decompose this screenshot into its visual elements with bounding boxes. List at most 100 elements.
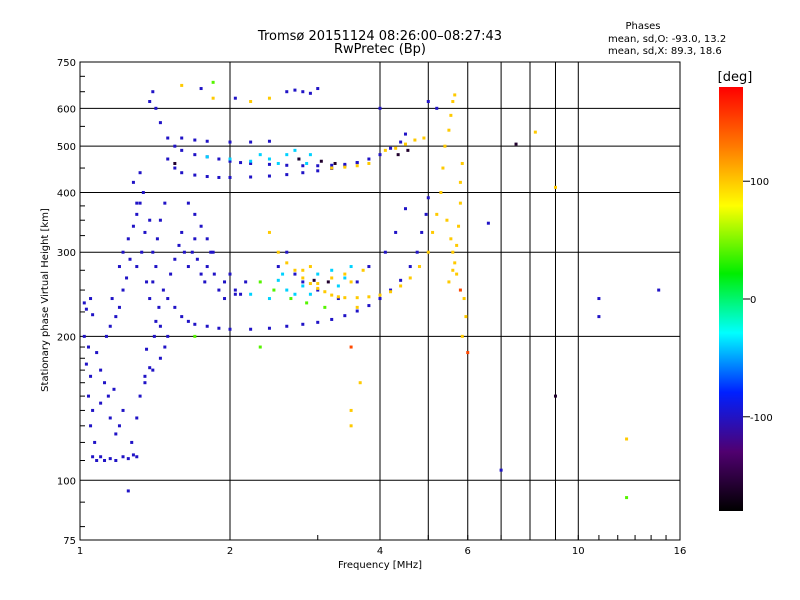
data-point bbox=[462, 297, 466, 301]
data-point bbox=[657, 288, 661, 292]
data-point bbox=[104, 334, 108, 338]
data-point bbox=[301, 90, 305, 94]
data-point bbox=[316, 169, 320, 173]
phase-stats-o: mean, sd,O: -93.0, 13.2 bbox=[608, 34, 726, 45]
data-point bbox=[272, 288, 276, 292]
data-point bbox=[293, 88, 297, 92]
data-point bbox=[82, 301, 86, 305]
y-tick-label: 500 bbox=[57, 142, 76, 153]
data-point bbox=[458, 201, 462, 205]
data-point bbox=[126, 457, 130, 461]
data-point bbox=[130, 440, 134, 444]
data-point bbox=[180, 136, 184, 140]
data-point bbox=[276, 278, 280, 282]
colorbar-tick-label: 0 bbox=[750, 295, 756, 306]
colorbar-label: [deg] bbox=[718, 70, 753, 85]
data-point bbox=[223, 297, 227, 301]
data-point bbox=[435, 106, 439, 110]
data-point bbox=[166, 334, 170, 338]
x-axis-label: Frequency [MHz] bbox=[338, 560, 422, 571]
data-point bbox=[212, 272, 216, 276]
colorbar: [deg] 100 0 -100 bbox=[718, 70, 773, 511]
data-point bbox=[239, 292, 243, 296]
data-point bbox=[193, 153, 197, 157]
data-point bbox=[228, 159, 232, 163]
data-point bbox=[389, 288, 393, 292]
data-point bbox=[217, 326, 221, 330]
data-point bbox=[131, 224, 135, 228]
data-point bbox=[154, 106, 158, 110]
data-point bbox=[258, 345, 262, 349]
data-point bbox=[135, 212, 139, 216]
data-point bbox=[378, 153, 382, 157]
data-point bbox=[293, 268, 297, 272]
data-point bbox=[426, 100, 430, 104]
data-point bbox=[431, 230, 435, 234]
data-point bbox=[453, 93, 457, 97]
data-point bbox=[249, 292, 253, 296]
data-point bbox=[399, 278, 403, 282]
data-point bbox=[451, 268, 455, 272]
data-point bbox=[228, 140, 232, 144]
data-point bbox=[211, 96, 215, 100]
data-point bbox=[106, 394, 110, 398]
data-point bbox=[378, 293, 382, 297]
data-point bbox=[466, 351, 470, 355]
data-point bbox=[108, 457, 112, 461]
data-point bbox=[190, 250, 194, 254]
data-point bbox=[336, 295, 340, 299]
data-point bbox=[205, 139, 209, 143]
data-point bbox=[199, 272, 203, 276]
data-point bbox=[326, 280, 330, 284]
data-point bbox=[193, 334, 197, 338]
data-point bbox=[426, 196, 430, 200]
data-point bbox=[86, 394, 90, 398]
phase-stats-heading: Phases bbox=[625, 21, 660, 32]
data-point bbox=[108, 416, 112, 420]
data-point bbox=[330, 317, 334, 321]
data-point bbox=[267, 230, 271, 234]
chart-title: Tromsø 20151124 08:26:00–08:27:43 bbox=[257, 29, 502, 44]
data-point bbox=[211, 250, 215, 254]
data-point bbox=[553, 394, 557, 398]
data-point bbox=[223, 280, 227, 284]
data-point bbox=[316, 87, 320, 91]
data-point bbox=[163, 201, 167, 205]
data-point bbox=[367, 161, 371, 165]
data-point bbox=[211, 80, 215, 84]
data-point bbox=[95, 351, 99, 355]
data-point bbox=[173, 257, 177, 261]
data-point bbox=[336, 284, 340, 288]
data-point bbox=[378, 106, 382, 110]
data-point bbox=[195, 257, 199, 261]
data-point bbox=[249, 175, 253, 179]
data-point bbox=[203, 280, 207, 284]
data-point bbox=[205, 175, 209, 179]
data-point bbox=[316, 320, 320, 324]
data-point bbox=[151, 368, 155, 372]
data-point bbox=[267, 297, 271, 301]
data-point bbox=[158, 121, 162, 125]
data-point bbox=[99, 368, 103, 372]
data-point bbox=[343, 296, 347, 300]
y-tick-label: 600 bbox=[57, 104, 76, 115]
data-point bbox=[112, 387, 116, 391]
data-point bbox=[439, 190, 443, 194]
data-point bbox=[285, 324, 289, 328]
data-point bbox=[301, 164, 305, 168]
y-tick-label: 75 bbox=[63, 536, 76, 547]
data-point bbox=[355, 161, 359, 165]
data-point bbox=[343, 272, 347, 276]
data-point bbox=[293, 148, 297, 152]
data-point bbox=[91, 313, 95, 317]
y-tick-label: 400 bbox=[57, 188, 76, 199]
x-tick-label: 4 bbox=[377, 546, 383, 557]
data-point bbox=[180, 148, 184, 152]
data-point bbox=[180, 83, 184, 87]
data-point bbox=[84, 362, 88, 366]
data-point bbox=[330, 166, 334, 170]
data-point bbox=[140, 250, 144, 254]
data-point bbox=[415, 250, 419, 254]
data-point bbox=[131, 453, 135, 457]
